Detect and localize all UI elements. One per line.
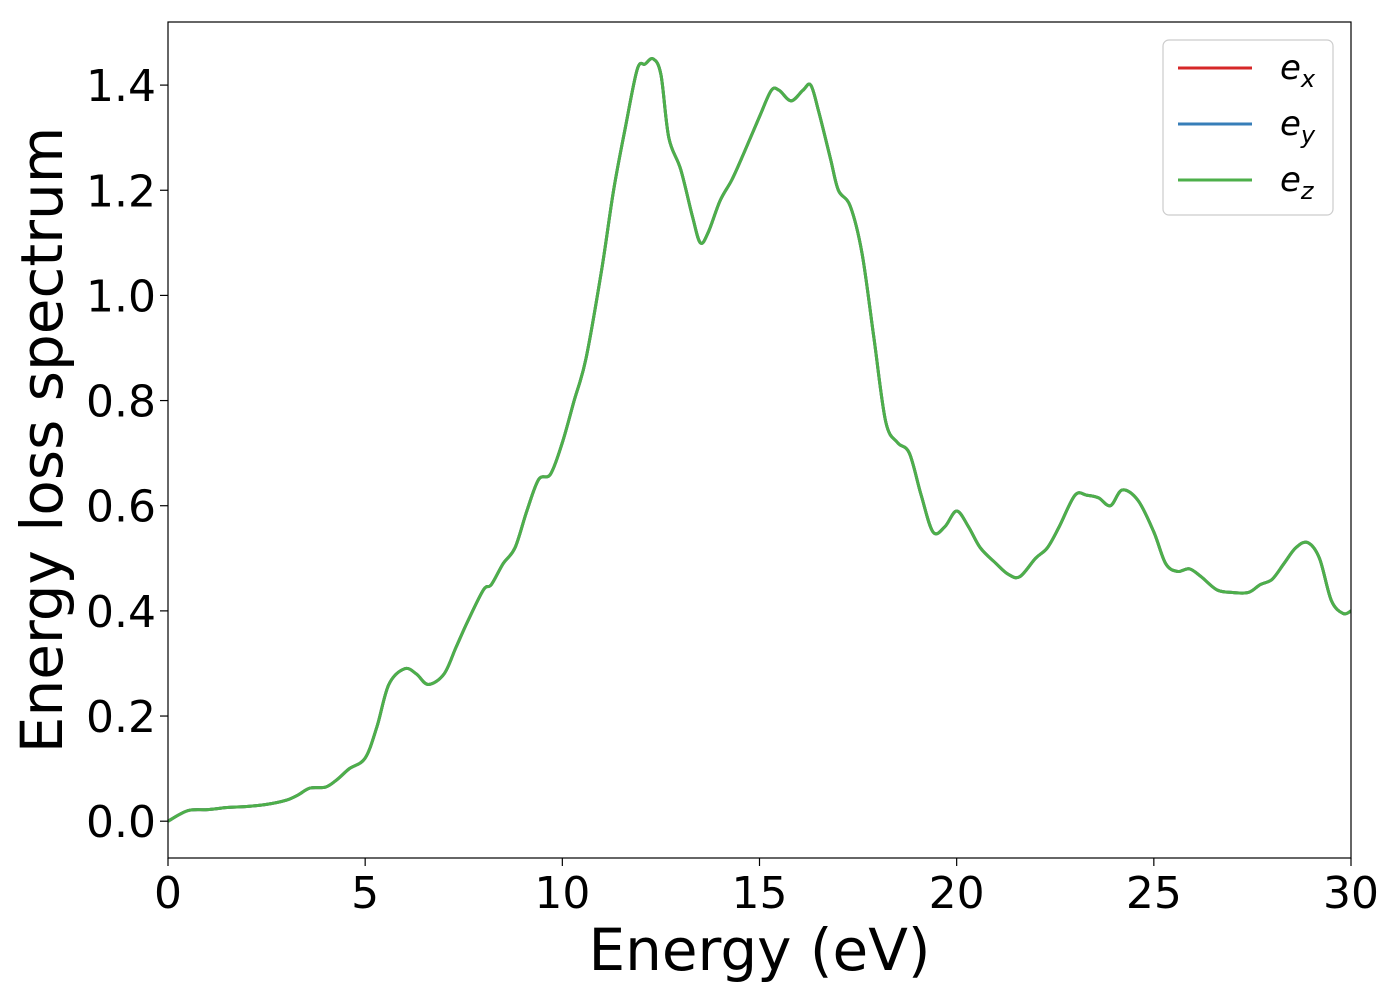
x-tick-label: 10 — [534, 868, 590, 919]
legend-label-x: ex — [1280, 48, 1316, 93]
y-tick-label: 0.6 — [86, 482, 156, 533]
y-axis: 0.0 0.2 0.4 0.6 0.8 1.0 1.2 1.4 — [86, 61, 168, 848]
y-tick-label: 1.4 — [86, 61, 156, 112]
y-tick-label: 1.2 — [86, 166, 156, 217]
x-tick-label: 5 — [351, 868, 379, 919]
x-tick-label: 30 — [1323, 868, 1379, 919]
x-tick-label: 20 — [929, 868, 985, 919]
x-tick-label: 25 — [1126, 868, 1182, 919]
legend-label-z: ez — [1280, 160, 1315, 205]
y-axis-title: Energy loss spectrum — [8, 127, 76, 753]
x-axis-title: Energy (eV) — [588, 916, 930, 984]
y-tick-label: 0.0 — [86, 797, 156, 848]
series-line-z — [167, 56, 1352, 823]
legend: ex ey ez — [1162, 39, 1334, 216]
legend-frame — [1162, 39, 1334, 216]
y-tick-label: 0.8 — [86, 377, 156, 428]
series-layer — [167, 56, 1352, 823]
y-tick-label: 0.2 — [86, 692, 156, 743]
x-tick-label: 0 — [154, 868, 182, 919]
x-axis: 0 5 10 15 20 25 30 — [154, 858, 1379, 919]
x-tick-label: 15 — [732, 868, 788, 919]
plot-background — [168, 22, 1351, 858]
legend-label-y: ey — [1280, 104, 1316, 149]
y-tick-label: 0.4 — [86, 587, 156, 638]
y-tick-label: 1.0 — [86, 271, 156, 322]
